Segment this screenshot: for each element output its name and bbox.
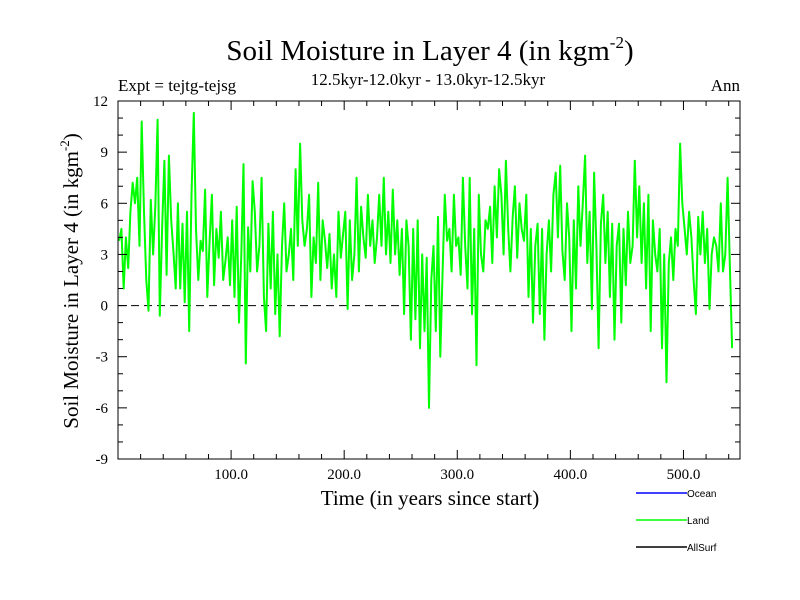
x-tick-label: 200.0: [327, 467, 361, 483]
y-tick-label: -9: [96, 452, 109, 468]
y-tick-label: 9: [101, 145, 109, 161]
x-axis: 100.0 200.0 300.0 400.0 500.0: [140, 101, 730, 483]
y-tick-label: -6: [96, 401, 109, 417]
x-tick-label: 100.0: [214, 467, 248, 483]
legend-label-allsurf: AllSurf: [687, 543, 717, 554]
x-axis-label: Time (in years since start): [321, 486, 540, 510]
chart-title: Soil Moisture in Layer 4 (in kgm-2): [226, 33, 633, 67]
x-tick-label: 500.0: [667, 467, 701, 483]
legend: Ocean Land AllSurf: [636, 489, 717, 554]
legend-label-ocean: Ocean: [687, 489, 716, 500]
y-axis: -9 -6 -3 0 3 6 9 12: [93, 94, 740, 468]
y-axis-label-close: ): [59, 133, 83, 140]
chart-title-superscript: -2: [610, 33, 624, 52]
x-tick-label: 400.0: [553, 467, 587, 483]
chart-subtitle: 12.5kyr-12.0kyr - 13.0kyr-12.5kyr: [311, 70, 546, 89]
season-label: Ann: [711, 76, 741, 95]
y-tick-label: 6: [101, 196, 109, 212]
y-tick-label: 12: [93, 94, 108, 110]
y-tick-label: 0: [101, 299, 109, 315]
series-line-land: [118, 111, 734, 409]
plot-frame: [117, 100, 741, 460]
plot-area: [117, 100, 741, 460]
x-tick-label: 300.0: [440, 467, 474, 483]
y-axis-label: Soil Moisture in Layer 4 (in kgm-2): [57, 133, 83, 428]
y-axis-label-superscript: -2: [57, 140, 72, 151]
experiment-label: Expt = tejtg-tejsg: [118, 76, 237, 95]
y-tick-label: -3: [96, 350, 109, 366]
chart-title-close: ): [624, 35, 634, 67]
legend-label-land: Land: [687, 516, 709, 527]
y-tick-label: 3: [101, 247, 109, 263]
